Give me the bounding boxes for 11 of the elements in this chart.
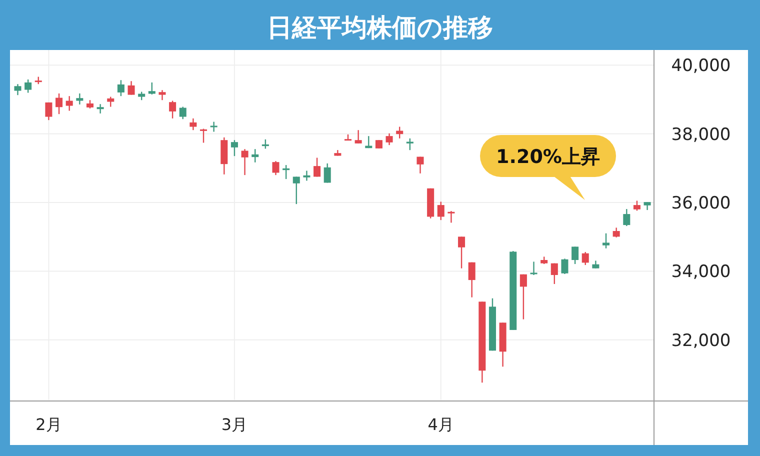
y-tick-label: 40,000	[671, 56, 731, 76]
annotation: 1.20%上昇	[480, 135, 616, 200]
title: 日経平均株価の推移	[267, 13, 493, 42]
x-tick-label: 2月	[36, 415, 62, 434]
x-tick-label: 4月	[428, 415, 454, 434]
y-tick-label: 32,000	[671, 330, 731, 351]
y-tick-label: 38,000	[671, 124, 731, 145]
y-tick-label: 34,000	[671, 262, 731, 282]
y-tick-label: 36,000	[671, 194, 731, 214]
annotation: 1.20%上昇	[496, 146, 600, 168]
x-tick-label: 3月	[221, 415, 248, 434]
